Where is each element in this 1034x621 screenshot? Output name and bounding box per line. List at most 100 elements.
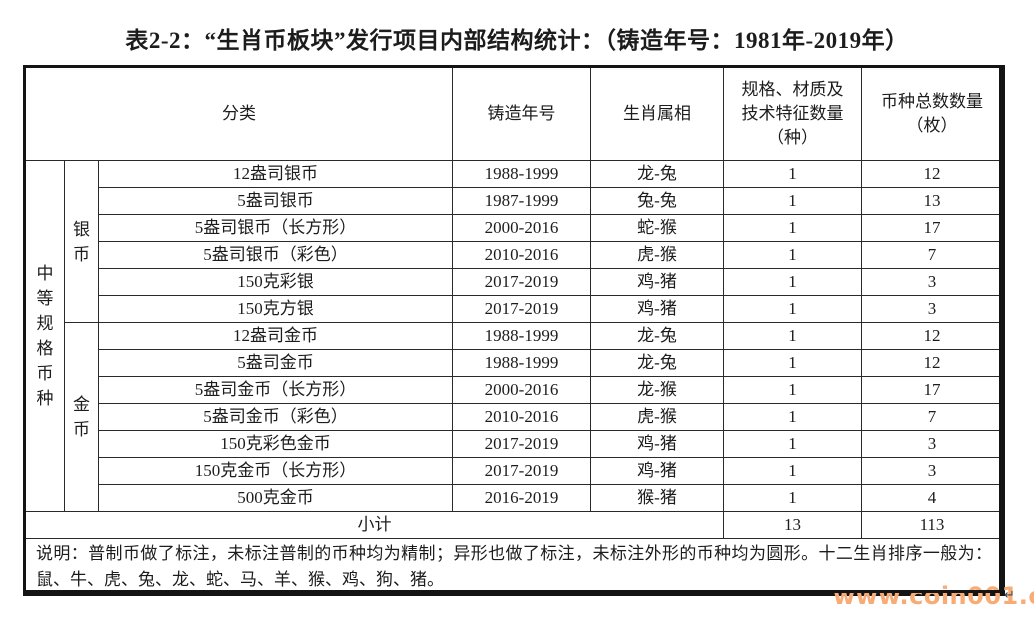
cell-spec-count: 1 [723,241,862,269]
cell-spec-count: 1 [723,484,862,512]
cell-spec-count: 1 [723,214,862,242]
cell-spec-count: 1 [723,403,862,431]
cell-zodiac: 虎-猴 [590,403,724,431]
cell-coin-name: 500克金币 [98,484,453,512]
cell-total-count: 7 [861,241,1004,269]
header-category: 分类 [24,66,453,161]
cell-zodiac: 龙-兔 [590,322,724,350]
table-note: 说明：普制币做了标注，未标注普制的币种均为精制；异形也做了标注，未标注外形的币种… [24,538,1004,595]
table-row: 150克彩银 2017-2019 鸡-猪 1 3 [25,268,1004,296]
cell-spec-count: 1 [723,430,862,458]
cell-zodiac: 龙-兔 [590,160,724,188]
header-year: 铸造年号 [452,66,591,161]
cell-zodiac: 鸡-猪 [590,430,724,458]
cell-year: 2017-2019 [452,268,591,296]
cell-spec-count: 1 [723,268,862,296]
subtotal-label: 小计 [24,511,724,539]
cell-total-count: 12 [861,160,1004,188]
header-total-count: 币种总数数量 （枚） [861,66,1004,161]
cell-year: 1988-1999 [452,160,591,188]
cell-year: 2017-2019 [452,430,591,458]
zodiac-coin-structure-table: 分类 铸造年号 生肖属相 规格、材质及 技术特征数量 （种） 币种总数数量 （枚… [23,65,1005,596]
cell-total-count: 3 [861,430,1004,458]
cell-coin-name: 12盎司银币 [98,160,453,188]
cell-spec-count: 1 [723,187,862,215]
cell-zodiac: 龙-猴 [590,376,724,404]
cell-coin-name: 5盎司金币 [98,349,453,377]
cell-coin-name: 5盎司金币（彩色） [98,403,453,431]
cell-spec-count: 1 [723,376,862,404]
cell-zodiac: 鸡-猪 [590,457,724,485]
cell-coin-name: 5盎司银币（长方形） [98,214,453,242]
table-body: 中 等 规 格 币 种 银 币 12盎司银币 1988-1999 龙-兔 1 1… [24,160,1004,595]
table-row: 150克金币（长方形） 2017-2019 鸡-猪 1 3 [25,457,1004,485]
note-row: 说明：普制币做了标注，未标注普制的币种均为精制；异形也做了标注，未标注外形的币种… [24,538,1004,595]
cell-total-count: 17 [861,214,1004,242]
cell-total-count: 3 [861,457,1004,485]
cell-total-count: 4 [861,484,1004,512]
cell-total-count: 3 [861,295,1004,323]
table-row: 5盎司银币（长方形） 2000-2016 蛇-猴 1 17 [25,214,1004,242]
cell-total-count: 7 [861,403,1004,431]
cell-coin-name: 150克金币（长方形） [98,457,453,485]
silver-group-label: 银 币 [64,160,99,323]
subtotal-row: 小计 13 113 [24,511,1004,539]
cell-coin-name: 150克彩色金币 [98,430,453,458]
cell-coin-name: 12盎司金币 [98,322,453,350]
cell-spec-count: 1 [723,349,862,377]
gold-group-label: 金 币 [64,322,99,512]
row-group-label: 中 等 规 格 币 种 [24,160,65,512]
cell-zodiac: 猴-猪 [590,484,724,512]
table-row: 5盎司金币（彩色） 2010-2016 虎-猴 1 7 [25,403,1004,431]
cell-year: 1987-1999 [452,187,591,215]
table-row: 150克方银 2017-2019 鸡-猪 1 3 [25,295,1004,323]
cell-year: 2017-2019 [452,295,591,323]
cell-total-count: 3 [861,268,1004,296]
table-row: 金 币 12盎司金币 1988-1999 龙-兔 1 12 [25,322,1004,512]
subtotal-spec-count: 13 [723,511,862,539]
cell-zodiac: 兔-兔 [590,187,724,215]
table-bottom-border [23,590,1002,593]
cell-year: 2000-2016 [452,376,591,404]
cell-coin-name: 150克方银 [98,295,453,323]
cell-zodiac: 蛇-猴 [590,214,724,242]
cell-zodiac: 鸡-猪 [590,295,724,323]
cell-coin-name: 5盎司银币（彩色） [98,241,453,269]
header-spec-count: 规格、材质及 技术特征数量 （种） [723,66,862,161]
table-right-border [999,65,1002,593]
header-zodiac: 生肖属相 [590,66,724,161]
cell-coin-name: 5盎司金币（长方形） [98,376,453,404]
table-row: 中 等 规 格 币 种 银 币 12盎司银币 1988-1999 龙-兔 1 1… [24,160,1004,512]
cell-zodiac: 鸡-猪 [590,268,724,296]
cell-year: 2010-2016 [452,241,591,269]
cell-total-count: 12 [861,349,1004,377]
cell-zodiac: 龙-兔 [590,349,724,377]
table-header: 分类 铸造年号 生肖属相 规格、材质及 技术特征数量 （种） 币种总数数量 （枚… [24,66,1004,161]
cell-year: 1988-1999 [452,322,591,350]
table-row: 150克彩色金币 2017-2019 鸡-猪 1 3 [25,430,1004,458]
subtotal-total-count: 113 [861,511,1004,539]
cell-total-count: 12 [861,322,1004,350]
table-row: 5盎司金币 1988-1999 龙-兔 1 12 [25,349,1004,377]
cell-total-count: 17 [861,376,1004,404]
table-row: 5盎司金币（长方形） 2000-2016 龙-猴 1 17 [25,376,1004,404]
header-row: 分类 铸造年号 生肖属相 规格、材质及 技术特征数量 （种） 币种总数数量 （枚… [24,66,1004,161]
cell-spec-count: 1 [723,295,862,323]
table-title: 表2-2：“生肖币板块”发行项目内部结构统计：（铸造年号：1981年-2019年… [125,28,909,53]
cell-year: 1988-1999 [452,349,591,377]
cell-year: 2016-2019 [452,484,591,512]
paragraph-return-mark: ↵ [1004,588,1015,603]
cell-coin-name: 5盎司银币 [98,187,453,215]
cell-year: 2017-2019 [452,457,591,485]
cell-coin-name: 150克彩银 [98,268,453,296]
cell-spec-count: 1 [723,322,862,350]
cell-year: 2000-2016 [452,214,591,242]
table-row: 5盎司银币 1987-1999 兔-兔 1 13 [25,187,1004,215]
cell-spec-count: 1 [723,160,862,188]
table-row: 5盎司银币（彩色） 2010-2016 虎-猴 1 7 [25,241,1004,269]
cell-zodiac: 虎-猴 [590,241,724,269]
cell-spec-count: 1 [723,457,862,485]
table-row: 500克金币 2016-2019 猴-猪 1 4 [25,484,1004,512]
cell-year: 2010-2016 [452,403,591,431]
